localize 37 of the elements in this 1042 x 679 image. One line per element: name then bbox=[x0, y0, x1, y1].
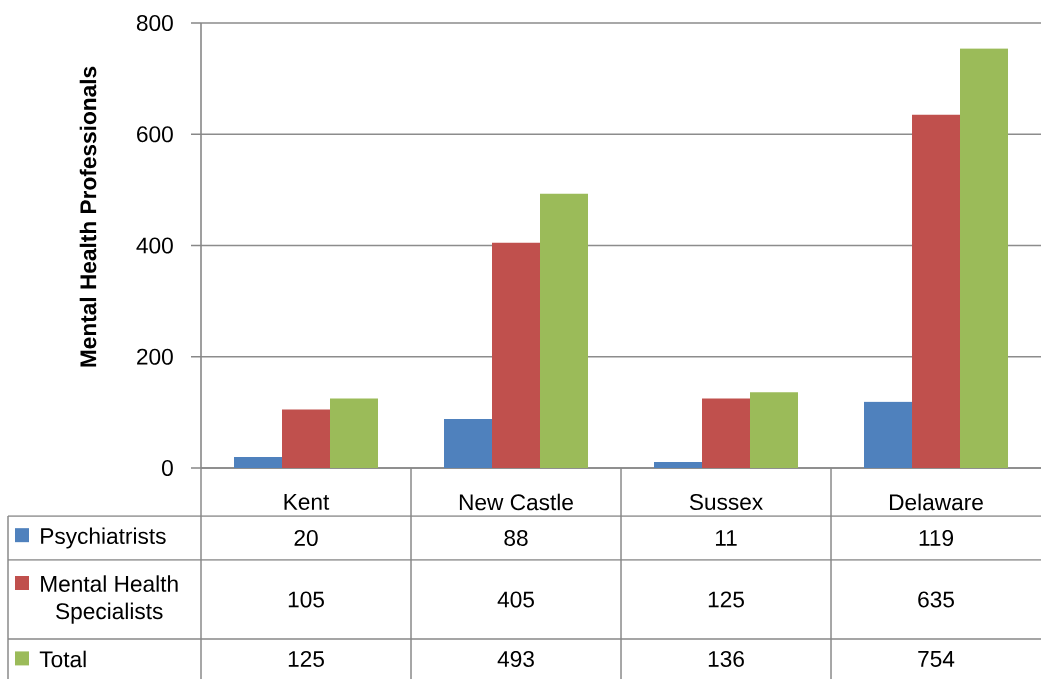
data-label: 125 bbox=[288, 650, 324, 668]
data-label: 493 bbox=[497, 650, 534, 668]
bar bbox=[702, 398, 750, 468]
x-tick-label: Kent bbox=[284, 494, 330, 510]
data-label: 125 bbox=[708, 591, 744, 608]
y-tick-label: 0 bbox=[162, 459, 173, 477]
bar bbox=[234, 456, 282, 468]
data-label: 11 bbox=[715, 530, 737, 546]
data-label: 405 bbox=[497, 591, 534, 608]
data-label: 136 bbox=[708, 650, 744, 668]
data-label: 20 bbox=[294, 529, 318, 547]
x-tick-label: New Castle bbox=[459, 493, 573, 511]
data-label: 119 bbox=[919, 529, 954, 547]
y-tick-label: 800 bbox=[136, 14, 173, 32]
data-label: 754 bbox=[918, 651, 955, 667]
legend-label: Total bbox=[39, 650, 86, 668]
y-axis-title: Mental Health Professionals bbox=[79, 66, 97, 367]
legend-label: Psychiatrists bbox=[41, 527, 166, 549]
bar bbox=[330, 398, 378, 468]
bar bbox=[750, 392, 799, 468]
bar bbox=[444, 419, 493, 468]
bar bbox=[654, 461, 702, 468]
bar bbox=[864, 401, 912, 468]
bar bbox=[492, 242, 541, 468]
x-tick-label: Delaware bbox=[889, 493, 983, 511]
data-label: 105 bbox=[288, 591, 324, 608]
bar bbox=[912, 114, 961, 468]
bar bbox=[540, 193, 588, 468]
data-label: 88 bbox=[504, 529, 528, 547]
bar bbox=[282, 409, 330, 468]
bar bbox=[960, 48, 1009, 468]
legend-label: Mental Health Specialists bbox=[41, 575, 178, 624]
y-tick-label: 400 bbox=[136, 237, 173, 254]
data-label: 635 bbox=[918, 591, 954, 608]
y-tick-label: 600 bbox=[137, 126, 173, 143]
y-tick-label: 200 bbox=[137, 348, 173, 365]
x-tick-label: Sussex bbox=[689, 493, 763, 511]
